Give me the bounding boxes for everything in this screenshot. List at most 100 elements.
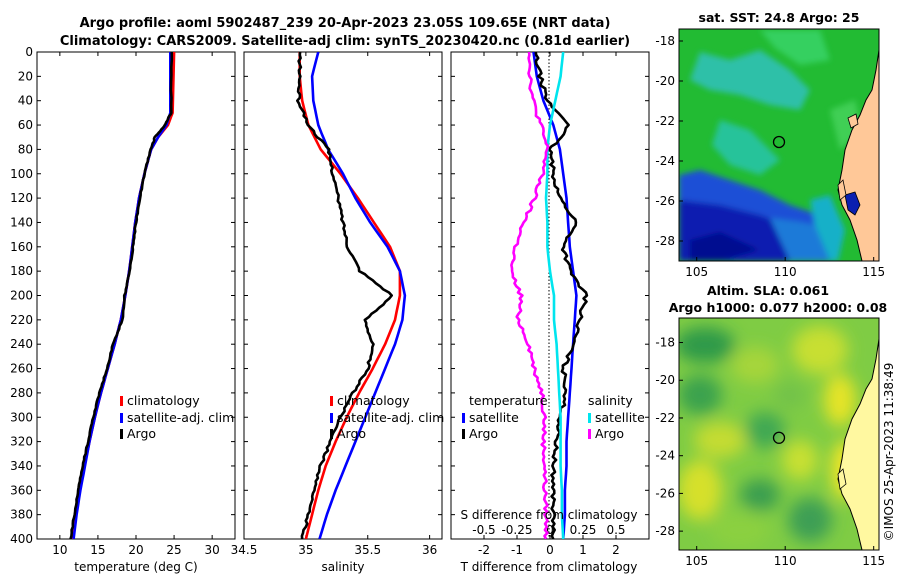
depth-tick-label: 220 [10, 313, 33, 327]
series-argo [69, 52, 174, 539]
depth-tick-label: 0 [25, 45, 33, 59]
salinity-panel: 34.5 35 35.5 36 salinity climatology satell… [231, 51, 444, 574]
series-argo [295, 52, 394, 539]
lat-tick-label: -18 [655, 336, 675, 350]
legend-climatology: climatology [127, 393, 200, 408]
depth-tick-label: 260 [10, 362, 33, 376]
lat-tick-label: -18 [655, 34, 675, 48]
x-tick-label: 1 [579, 543, 587, 557]
legend-swatch-argo [330, 429, 333, 439]
lat-tick-label: -20 [655, 74, 675, 88]
dirk-hartog-island [837, 179, 847, 201]
depth-tick-label: 160 [10, 240, 33, 254]
sla-map-ticks: 105 110 115 -18 -20 -22 -24 -26 -28 [655, 336, 885, 568]
legend-swatch-climatology [330, 396, 333, 406]
legend-swatch-s-satellite [588, 413, 591, 423]
x2-tick-label: -0.5 [472, 523, 495, 537]
depth-tick-label: 400 [10, 532, 33, 546]
temperature-x-ticks: 10 15 20 25 30 [52, 52, 220, 557]
lat-tick-label: -26 [655, 194, 675, 208]
x2-tick-label: 0 [546, 523, 554, 537]
lat-tick-label: -22 [655, 411, 675, 425]
x-tick-label: 0 [546, 543, 554, 557]
salinity-y-ticks [244, 51, 442, 540]
temperature-panel: 0 20 40 60 80 100 120 140 160 180 200 220 240 260 280 3… [10, 45, 236, 574]
depth-tick-label: 200 [10, 289, 33, 303]
difference-panel: -2 -1 0 1 2 -0.5 -0.25 0 0.25 0.5 S difference f… [450, 51, 650, 574]
sst-map-panel: sat. SST: 24.8 Argo: 25 105 110 115 -18 -20 -… [655, 10, 885, 279]
x2-tick-label: -0.25 [501, 523, 532, 537]
float-position-marker [772, 135, 786, 149]
sla-field [679, 326, 859, 548]
t-difference-x-ticks: -2 -1 0 1 2 [478, 52, 620, 557]
sla-map-title-line-1: Altim. SLA: 0.061 [707, 283, 829, 298]
depth-tick-label: 300 [10, 410, 33, 424]
x-tick-label: 2 [612, 543, 620, 557]
legend-swatch-t-argo [462, 429, 465, 439]
lon-tick-label: 110 [774, 265, 797, 279]
x-tick-label: 20 [128, 543, 143, 557]
x-tick-label: 10 [52, 543, 67, 557]
lon-tick-label: 115 [862, 265, 885, 279]
difference-legend: temperature satellite Argo salinity sate… [462, 393, 645, 441]
depth-tick-label: 280 [10, 386, 33, 400]
ningaloo-cape [847, 113, 859, 129]
float-position-marker [772, 431, 786, 444]
lon-tick-label: 105 [685, 554, 708, 568]
legend-argo: Argo [337, 426, 366, 441]
depth-axis: 0 20 40 60 80 100 120 140 160 180 200 220 240 260 280 3… [10, 45, 235, 546]
s-difference-x-ticks: -0.5 -0.25 0 0.25 0.5 [472, 523, 625, 537]
title-line-1: Argo profile: aoml 5902487_239 20-Apr-20… [80, 16, 611, 31]
depth-tick-label: 320 [10, 435, 33, 449]
x-tick-label: 36 [422, 543, 437, 557]
depth-tick-label: 20 [18, 69, 33, 83]
legend-salinity-title: salinity [588, 393, 633, 408]
series-satellite-adj-clim [310, 52, 407, 539]
salinity-x-ticks: 34.5 35 35.5 36 [231, 52, 437, 557]
lat-tick-label: -24 [655, 449, 675, 463]
salinity-xlabel: salinity [321, 560, 364, 574]
legend-swatch-t-satellite [462, 413, 465, 423]
sla-map-panel: Altim. SLA: 0.061 Argo h1000: 0.077 h200… [655, 283, 887, 568]
sst-field [679, 30, 862, 261]
x2-tick-label: 0.25 [570, 523, 597, 537]
depth-tick-label: 180 [10, 264, 33, 278]
lon-tick-label: 110 [774, 554, 797, 568]
temperature-legend: climatology satellite-adj. clim Argo [120, 393, 234, 441]
series-climatology [298, 52, 402, 539]
legend-satellite: satellite-adj. clim [337, 410, 444, 425]
series-salinity-argo [510, 52, 550, 539]
legend-s-argo: Argo [595, 426, 624, 441]
lat-tick-label: -28 [655, 524, 675, 538]
t-difference-xlabel: T difference from climatology [460, 560, 638, 574]
legend-swatch-climatology [120, 396, 123, 406]
depth-tick-label: 40 [18, 94, 33, 108]
sst-map-ticks: 105 110 115 -18 -20 -22 -24 -26 -28 [655, 34, 885, 279]
x-tick-label: 35.5 [354, 543, 381, 557]
legend-climatology: climatology [337, 393, 410, 408]
series-temperature-argo [534, 52, 589, 539]
legend-s-satellite: satellite [595, 410, 645, 425]
temperature-lines [69, 52, 176, 539]
land-australia-sla [837, 318, 879, 550]
series-temperature-satellite [532, 52, 578, 539]
legend-temperature-title: temperature [469, 393, 548, 408]
depth-tick-label: 240 [10, 337, 33, 351]
x-tick-label: -2 [478, 543, 490, 557]
legend-swatch-argo [120, 429, 123, 439]
lon-tick-label: 105 [685, 265, 708, 279]
difference-lines [510, 52, 589, 539]
x-tick-label: 15 [90, 543, 105, 557]
title-line-2: Climatology: CARS2009. Satellite-adj cli… [60, 34, 630, 49]
depth-tick-label: 80 [18, 142, 33, 156]
copyright-stamp: ©IMOS 25-Apr-2023 11:38:49 [882, 363, 896, 542]
difference-y-ticks [451, 51, 649, 540]
depth-tick-label: 340 [10, 459, 33, 473]
legend-swatch-satellite [330, 413, 333, 423]
s-difference-xlabel: S difference from climatology [461, 508, 638, 522]
x-tick-label: 34.5 [231, 543, 258, 557]
lat-tick-label: -24 [655, 154, 675, 168]
dirk-hartog-island-sla [837, 468, 847, 490]
lat-tick-label: -26 [655, 486, 675, 500]
